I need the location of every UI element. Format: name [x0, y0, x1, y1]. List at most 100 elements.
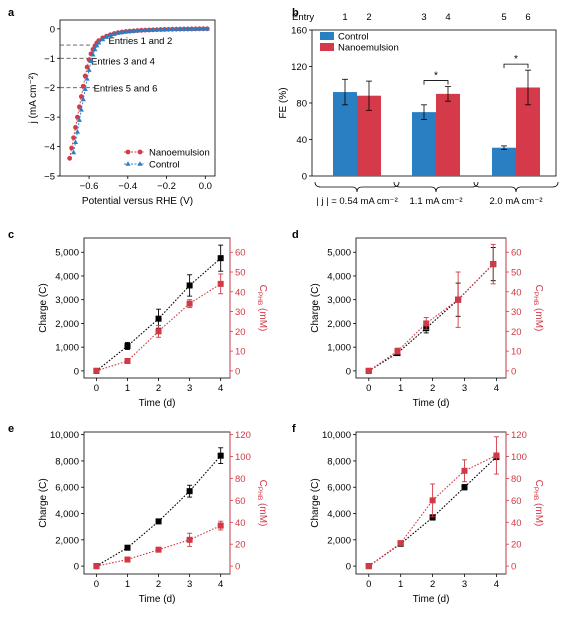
phb-point [93, 563, 100, 570]
y2-tick-label: 20 [235, 540, 246, 551]
x-tick-label: 4 [218, 579, 223, 590]
y-tick-label: 3,000 [327, 295, 351, 306]
phb-point [155, 546, 162, 553]
y2-tick-label: 40 [511, 518, 522, 529]
y2-tick-label: 60 [511, 248, 522, 259]
data-point [82, 86, 88, 91]
control-bar [412, 112, 436, 176]
phb-point [124, 357, 131, 364]
y-tick-label: 0 [74, 366, 79, 377]
y-tick-label: 8,000 [327, 456, 351, 467]
data-point [69, 145, 75, 151]
charge-point [155, 518, 162, 525]
significance-bracket [423, 80, 449, 85]
data-point [119, 29, 125, 35]
data-point [80, 96, 86, 102]
data-point [88, 58, 94, 64]
panel-c: c01,0002,0003,0004,0005,0000102030405060… [8, 229, 268, 409]
data-point [84, 76, 90, 81]
entry-number: 1 [342, 12, 347, 23]
control-bar [492, 147, 516, 176]
x-axis-label: Time (d) [139, 594, 176, 605]
y-tick-label: −1 [44, 54, 55, 65]
y2-tick-label: 50 [235, 268, 246, 279]
y-tick-label: 0 [346, 562, 351, 573]
y-tick-label: 5,000 [55, 248, 79, 259]
panel-letter: a [8, 7, 15, 19]
panel-e: e02,0004,0006,0008,00010,000020406080100… [8, 423, 268, 605]
data-point [71, 135, 76, 141]
plot-frame [83, 237, 231, 379]
y2-axis-label: CPHB (mM) [256, 285, 268, 332]
data-point [131, 28, 137, 33]
data-point [94, 42, 100, 48]
charge-point [217, 255, 224, 262]
nanoemulsion-bar [436, 93, 460, 176]
charge-point [429, 514, 436, 521]
phb-point [397, 540, 404, 547]
group-brace [314, 181, 400, 193]
y-tick-label: 4,000 [327, 509, 351, 520]
phb-point [217, 522, 224, 529]
y-tick-label: 4,000 [55, 271, 79, 282]
x-axis-label: Time (d) [139, 398, 176, 409]
charge-point [155, 315, 162, 322]
data-point [123, 28, 129, 34]
y-tick-label: 120 [291, 62, 307, 73]
y2-tick-label: 0 [235, 366, 240, 377]
y-axis-label: Charge (C) [310, 283, 321, 332]
y-axis-label: Charge (C) [310, 478, 321, 527]
data-point [92, 46, 98, 52]
x-tick-label: 1 [398, 383, 403, 394]
phb-line [96, 283, 221, 372]
charge-point [186, 488, 193, 495]
panel-b: b 0 40 80 120 160 FE (%) Entry 1 2 | j | = 0.54 mA… [278, 7, 559, 207]
phb-line [368, 263, 494, 372]
data-point [173, 26, 179, 31]
phb-point [490, 261, 497, 268]
group-brace [393, 181, 479, 193]
y2-tick-label: 60 [235, 496, 246, 507]
x-tick-label: −0.2 [157, 181, 176, 192]
y-axis-label: Charge (C) [38, 283, 49, 332]
data-point [107, 32, 113, 38]
panel-letter: d [292, 229, 299, 241]
y2-axis-label: CPHB (mM) [532, 285, 544, 332]
plot-frame [355, 237, 507, 379]
data-point [162, 26, 168, 32]
panel-d: d01,0002,0003,0004,0005,0000102030405060… [292, 229, 544, 409]
y-tick-label: 4,000 [55, 509, 79, 520]
legend-label: Nanoemulsion [338, 43, 399, 54]
phb-point [93, 367, 100, 374]
x-tick-label: 3 [462, 383, 467, 394]
phb-point [429, 497, 436, 504]
x-tick-label: −0.4 [118, 181, 137, 192]
x-tick-label: 1 [398, 579, 403, 590]
entry-number: 4 [445, 12, 450, 23]
data-point [127, 28, 133, 34]
y2-tick-label: 10 [235, 347, 246, 358]
data-point [75, 114, 80, 120]
y-tick-label: −3 [44, 113, 55, 124]
y2-tick-label: 10 [511, 347, 522, 358]
control-bar [333, 92, 357, 176]
y-tick-label: 1,000 [327, 343, 351, 354]
y2-tick-label: 20 [511, 540, 522, 551]
plot-frame [83, 431, 231, 575]
data-point [177, 26, 183, 31]
group-brace [473, 181, 559, 193]
data-point [67, 155, 73, 161]
data-point [181, 26, 187, 31]
y-tick-label: 10,000 [322, 430, 351, 441]
group-label: | j | = 0.54 mA cm⁻² [316, 196, 398, 207]
significance-star: * [434, 71, 438, 82]
y-tick-label: 8,000 [55, 456, 79, 467]
y-tick-label: 3,000 [55, 295, 79, 306]
phb-point [455, 296, 462, 303]
y2-tick-label: 20 [235, 327, 246, 338]
data-point [189, 26, 195, 31]
y-tick-label: −2 [44, 83, 55, 94]
y2-axis-label: CPHB (mM) [532, 480, 544, 527]
y2-tick-label: 60 [511, 496, 522, 507]
group-label: 2.0 mA cm⁻² [489, 196, 542, 207]
